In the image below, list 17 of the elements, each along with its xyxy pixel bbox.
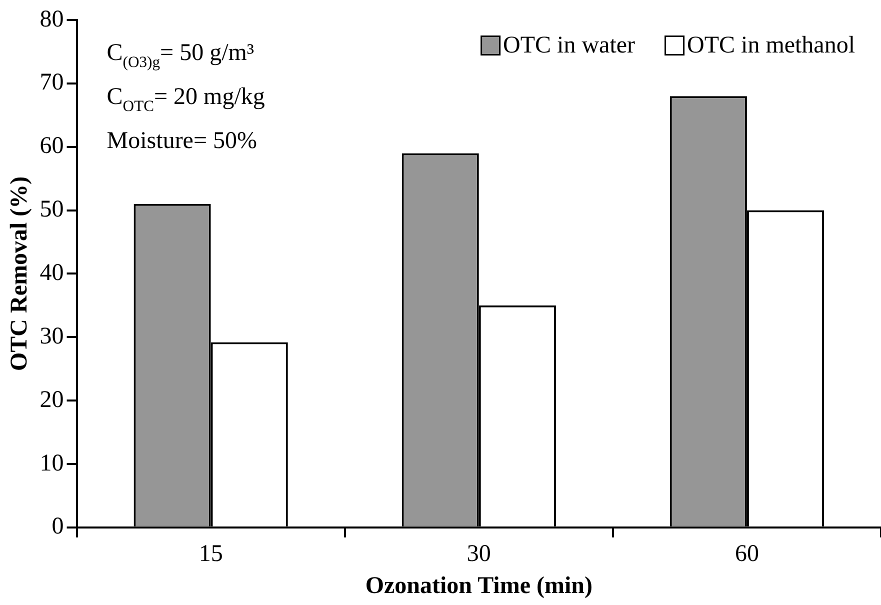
y-tick-label: 80: [40, 6, 64, 32]
y-tick-label: 0: [52, 514, 64, 540]
x-axis-title: Ozonation Time (min): [365, 572, 592, 599]
y-tick-label: 10: [40, 450, 64, 476]
x-tick-label: 30: [466, 541, 491, 568]
y-tick-label: 70: [40, 70, 64, 96]
y-tick-label: 30: [40, 323, 64, 350]
annotation: Moisture= 50%: [106, 128, 257, 154]
y-tick-label: 50: [40, 196, 64, 223]
y-tick-label: 60: [40, 133, 64, 160]
legend-label: OTC in methanol: [687, 32, 856, 58]
x-tick-label: 15: [198, 541, 223, 568]
legend-label: OTC in water: [503, 32, 636, 58]
x-tick-label: 60: [734, 541, 759, 568]
y-tick-label: 20: [40, 386, 64, 413]
y-axis-title: OTC Removal (%): [6, 176, 33, 372]
y-tick-label: 40: [40, 260, 64, 286]
